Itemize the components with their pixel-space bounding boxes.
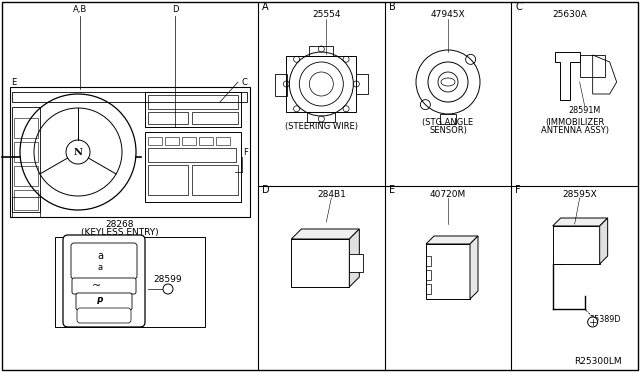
Text: 25554: 25554 [312,10,340,19]
FancyBboxPatch shape [77,308,131,323]
Text: E: E [388,185,395,195]
Text: (STG ANGLE: (STG ANGLE [422,118,474,126]
Bar [12,92,247,102]
Bar [14,166,38,186]
Text: (KEYLESS ENTRY): (KEYLESS ENTRY) [81,228,159,237]
Bar [182,137,196,145]
Text: 28591M: 28591M [568,106,601,115]
Bar [55,237,205,327]
Bar [199,137,213,145]
Bar [148,112,188,124]
Text: A,B: A,B [73,4,87,13]
Text: 28599: 28599 [154,276,182,285]
Bar [10,87,250,217]
Text: SENSOR): SENSOR) [429,125,467,135]
FancyBboxPatch shape [71,243,137,279]
Text: 284B1: 284B1 [317,189,346,199]
Bar [148,148,236,162]
Text: F: F [515,185,521,195]
Bar [165,137,179,145]
Bar [216,137,230,145]
Bar [12,197,40,217]
Bar [426,244,470,299]
Polygon shape [600,218,607,264]
Text: F: F [244,148,248,157]
Bar [275,74,287,96]
Bar [309,46,333,56]
Text: ANTENNA ASSY): ANTENNA ASSY) [541,125,609,135]
Bar [148,95,238,109]
Text: N: N [74,148,83,157]
Bar [12,107,40,212]
Text: P: P [97,298,103,307]
Text: E: E [12,77,17,87]
Text: A: A [262,2,269,12]
Text: a: a [97,263,102,272]
Bar [426,256,431,266]
Bar [14,190,38,210]
Bar [192,165,238,195]
Bar [145,92,241,127]
Text: ~: ~ [92,281,100,291]
Polygon shape [291,229,359,239]
FancyBboxPatch shape [72,278,136,294]
Bar [349,254,364,272]
FancyBboxPatch shape [63,235,145,327]
Text: 28595X: 28595X [563,189,597,199]
Text: a: a [97,251,103,261]
Bar [426,284,431,294]
Text: R25300LM: R25300LM [574,357,622,366]
Text: (STEERING WIRE): (STEERING WIRE) [285,122,358,131]
Bar [14,118,38,138]
Polygon shape [553,226,600,264]
Bar [580,55,605,77]
Bar [148,137,162,145]
Bar [356,74,369,94]
Polygon shape [349,229,359,287]
Text: B: B [388,2,396,12]
Text: 47945X: 47945X [431,10,465,19]
Polygon shape [470,236,478,299]
Polygon shape [291,239,349,287]
Bar [14,142,38,162]
Polygon shape [426,236,478,244]
Text: 25630A: 25630A [552,10,587,19]
Text: 40720M: 40720M [430,189,466,199]
Bar [192,112,238,124]
Bar [440,114,456,124]
Text: (IMMOBILIZER: (IMMOBILIZER [545,118,604,126]
Bar [148,165,188,195]
Bar [286,56,356,112]
Bar [307,112,335,122]
Text: 25389D: 25389D [589,314,620,324]
Text: C: C [241,77,247,87]
Polygon shape [553,218,607,226]
Text: C: C [515,2,522,12]
Circle shape [588,317,598,327]
Text: 28268: 28268 [106,219,134,228]
FancyBboxPatch shape [76,293,132,310]
Bar [145,132,241,202]
Bar [426,270,431,280]
Text: D: D [172,4,179,13]
Text: D: D [262,185,269,195]
